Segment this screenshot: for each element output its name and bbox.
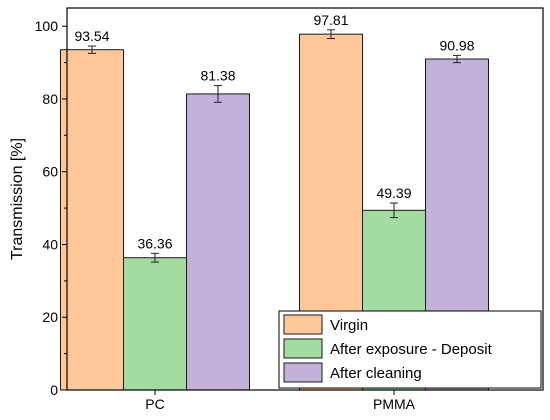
legend-swatch-2 <box>283 362 323 383</box>
data-label-pmma-series-1: 49.39 <box>376 185 411 201</box>
errorbars-layer <box>88 29 461 263</box>
data-label-pmma-series-2: 90.98 <box>439 37 474 53</box>
y-tick-label: 60 <box>42 164 58 180</box>
error-bar-pc-series-1 <box>151 252 159 263</box>
y-tick-label: 100 <box>35 18 59 34</box>
legend-label-1: After exposure - Deposit <box>330 341 493 358</box>
y-tick-label: 20 <box>42 309 58 325</box>
data-label-pc-series-2: 81.38 <box>200 68 235 84</box>
bar-pc-series-2 <box>186 93 250 391</box>
legend-swatch-0 <box>283 314 323 335</box>
bar-pc-series-0 <box>60 49 124 391</box>
legend-swatch-1 <box>283 338 323 359</box>
plot-frame <box>66 7 544 391</box>
datalabels-layer: 93.54 36.36 81.38 97.81 49.39 90.98 <box>74 12 474 252</box>
data-label-pmma-series-0: 97.81 <box>313 12 348 28</box>
data-label-pc-series-1: 36.36 <box>137 235 172 251</box>
legend-box <box>278 310 542 389</box>
error-bar-pc-series-0 <box>88 45 96 54</box>
axes-layer: PC PMMA 0 20 40 60 80 100 <box>35 7 544 412</box>
error-bar-pc-series-2 <box>214 85 222 103</box>
bars-layer <box>60 33 489 391</box>
x-tick-label-pc: PC <box>145 396 164 412</box>
data-label-pc-series-0: 93.54 <box>74 28 109 44</box>
legend-label-2: After cleaning <box>330 365 422 382</box>
y-tick-label: 80 <box>42 91 58 107</box>
error-bar-pmma-series-0 <box>327 29 335 40</box>
y-axis-title: Transmission [%] <box>9 138 26 260</box>
y-tick-label: 0 <box>50 382 58 398</box>
legend-label-0: Virgin <box>330 317 368 334</box>
error-bar-pmma-series-1 <box>390 202 398 219</box>
legend: Virgin After exposure - Deposit After clea… <box>278 310 542 389</box>
y-tick-label: 40 <box>42 236 58 252</box>
error-bar-pmma-series-2 <box>453 54 461 64</box>
x-tick-label-pmma: PMMA <box>373 396 416 412</box>
bar-pc-series-1 <box>123 257 187 391</box>
